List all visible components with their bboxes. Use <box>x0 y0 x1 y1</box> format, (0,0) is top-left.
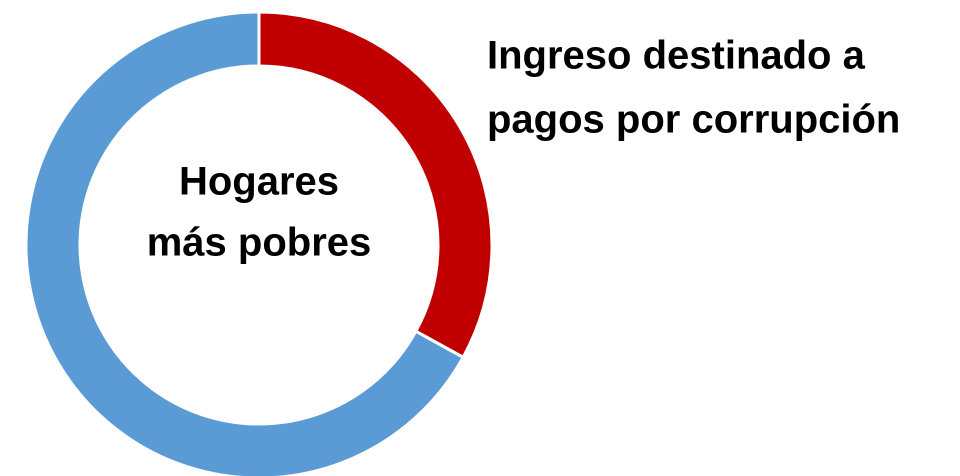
donut-segment <box>24 10 466 476</box>
chart-title: pagos por corrupción <box>487 98 900 142</box>
center-label: más pobres <box>147 221 372 265</box>
center-label: Hogares <box>179 160 339 204</box>
chart-title: Ingreso destinado a <box>487 34 866 78</box>
donut-segment <box>257 10 494 360</box>
